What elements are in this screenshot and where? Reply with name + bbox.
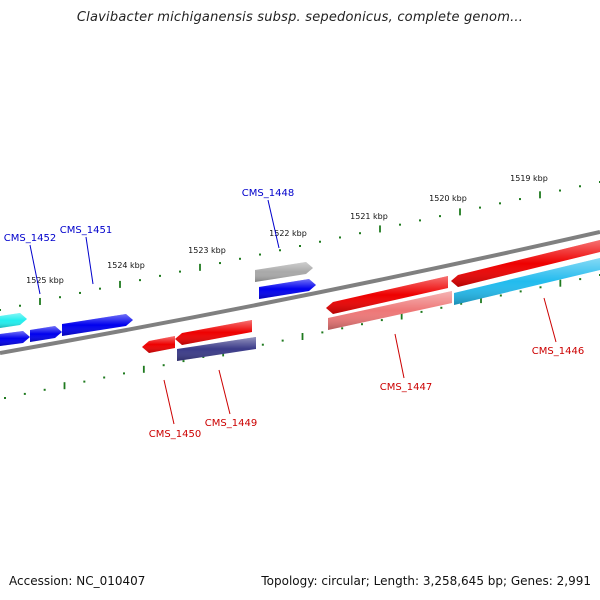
kbp-label: 1524 kbp bbox=[107, 261, 145, 270]
gene-labels: CMS_1448 CMS_1451 CMS_1452 CMS_1446 CMS_1447… bbox=[4, 188, 584, 440]
gene-arrow-shading bbox=[454, 258, 600, 305]
gene-arrow-shading bbox=[0, 331, 30, 346]
kbp-tick-track-outer bbox=[0, 181, 600, 311]
kbp-label: 1523 kbp bbox=[188, 246, 226, 255]
gene-label-leader bbox=[543, 297, 557, 343]
gene-arrow-shading bbox=[142, 336, 175, 353]
kbp-label: 1519 kbp bbox=[510, 174, 548, 183]
gene-arrow-shading bbox=[175, 320, 252, 345]
gene-label[interactable]: CMS_1447 bbox=[380, 382, 432, 393]
gene-label-leader bbox=[29, 244, 41, 295]
gene-label-leader bbox=[218, 369, 231, 415]
gene-arrow-shading bbox=[177, 337, 256, 361]
map-title: Clavibacter michiganensis subsp. sepedon… bbox=[76, 10, 524, 25]
topology-summary: Topology: circular; Length: 3,258,645 bp… bbox=[261, 574, 591, 588]
gene-label-leader bbox=[163, 379, 175, 425]
gene-label[interactable]: CMS_1449 bbox=[205, 418, 257, 429]
gene-arrow-shading bbox=[0, 313, 27, 328]
gene-arrow-shading bbox=[328, 291, 452, 330]
gene-arrow-shading bbox=[30, 326, 62, 342]
accession-text: Accession: NC_010407 bbox=[9, 574, 146, 588]
gene-label[interactable]: CMS_1450 bbox=[149, 429, 201, 440]
kbp-label: 1525 kbp bbox=[26, 276, 64, 285]
genome-backbone bbox=[0, 230, 600, 355]
gene-label-leader bbox=[85, 236, 94, 285]
gene-label-leader bbox=[394, 333, 405, 379]
gene-arrow-shading bbox=[451, 240, 600, 287]
gene-label[interactable]: CMS_1446 bbox=[532, 346, 584, 357]
gene-label[interactable]: CMS_1451 bbox=[60, 225, 112, 236]
gene-arrow-shading bbox=[255, 262, 313, 282]
kbp-label: 1521 kbp bbox=[350, 212, 388, 221]
gene-arrow-shading bbox=[326, 276, 448, 314]
gene-label[interactable]: CMS_1452 bbox=[4, 233, 56, 244]
kbp-labels: 1519 kbp 1520 kbp 1521 kbp 1522 kbp 1523 kbp… bbox=[26, 174, 548, 285]
gene-label-leader bbox=[267, 199, 280, 249]
gene-label[interactable]: CMS_1448 bbox=[242, 188, 294, 199]
gene-arrow-shading bbox=[259, 279, 316, 299]
kbp-label: 1522 kbp bbox=[269, 229, 307, 238]
gene-features[interactable] bbox=[0, 240, 600, 361]
kbp-label: 1520 kbp bbox=[429, 194, 467, 203]
gene-arrow-shading bbox=[62, 314, 133, 336]
